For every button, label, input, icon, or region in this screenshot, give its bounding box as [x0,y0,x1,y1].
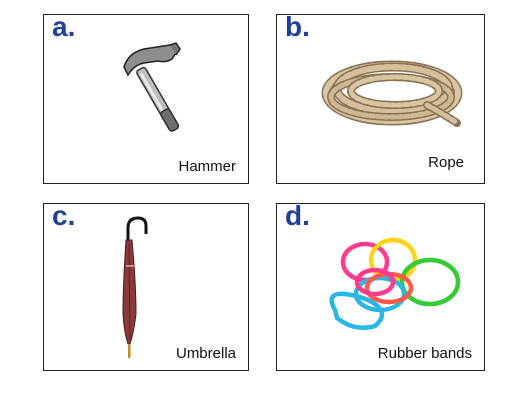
umbrella-icon [122,216,148,358]
rubber-bands-icon [329,237,461,330]
card-label: Rope [428,154,464,171]
card-hammer[interactable]: a. Hammer [43,11,249,184]
card-letter: a. [52,11,76,42]
rope-icon [321,60,463,127]
card-letter: b. [285,11,310,42]
card-letter: c. [52,200,76,231]
card-label: Umbrella [175,345,236,362]
card-letter: d. [285,200,310,231]
card-rope[interactable]: b. Rope [276,11,485,184]
card-label: Rubber bands [377,345,472,362]
hammer-icon [123,42,181,132]
card-label: Hammer [178,158,236,175]
card-rubber-bands[interactable]: d. Rubber bands [276,200,485,371]
card-umbrella[interactable]: c. Umbrella [43,200,249,371]
